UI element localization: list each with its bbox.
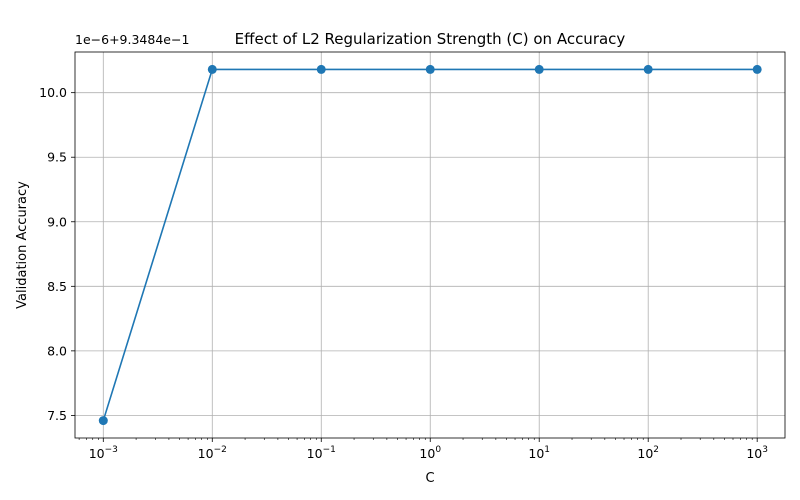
data-point [316, 64, 326, 74]
x-axis-label: C [425, 471, 434, 486]
data-point [207, 64, 217, 74]
grid-layer [75, 52, 785, 438]
y-tick-label: 7.5 [47, 408, 67, 423]
data-point [98, 416, 108, 426]
y-tick-label: 9.5 [47, 150, 67, 165]
y-tick-label: 9.0 [47, 214, 67, 229]
x-tick-label: 103 [746, 445, 768, 461]
data-point [534, 64, 544, 74]
chart-title: Effect of L2 Regularization Strength (C)… [235, 30, 626, 48]
y-tick-label: 8.0 [47, 343, 67, 358]
x-tick-label: 10−1 [307, 445, 336, 461]
y-tick-label: 10.0 [39, 85, 67, 100]
x-tick-label: 102 [637, 445, 659, 461]
data-point [643, 64, 653, 74]
x-tick-label: 10−3 [89, 445, 118, 461]
ticks-layer: 10−3 10−2 10−1 100 101 102 103 7.5 8.0 8.5 9.0 9.5 1… [39, 85, 768, 461]
series-layer [98, 64, 762, 426]
x-tick-label: 101 [528, 445, 550, 461]
y-axis-label: Validation Accuracy [15, 181, 30, 309]
x-tick-label: 10−2 [198, 445, 227, 461]
y-tick-label: 8.5 [47, 279, 67, 294]
data-point [752, 64, 762, 74]
x-tick-label: 100 [419, 445, 441, 461]
data-point [425, 64, 435, 74]
y-offset-text: 1e−6+9.3484e−1 [75, 32, 189, 47]
